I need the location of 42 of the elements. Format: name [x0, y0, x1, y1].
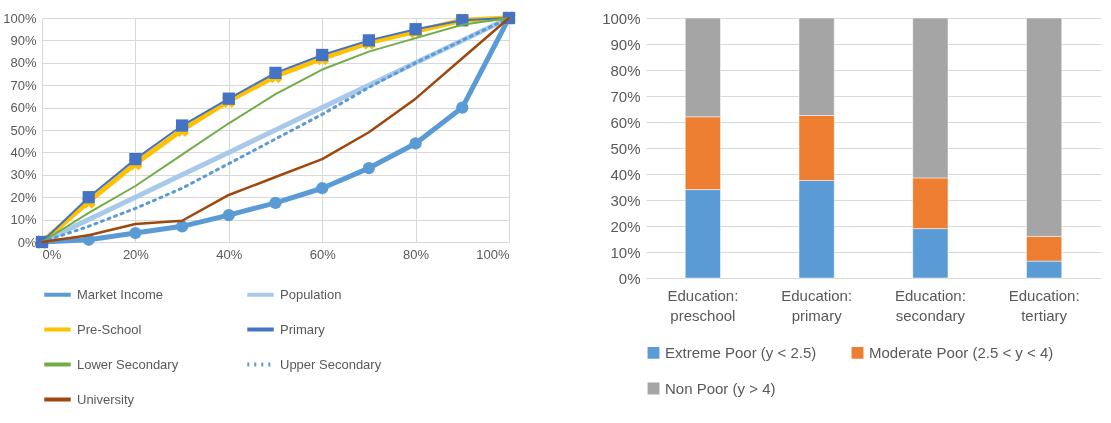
legend-label: Lower Secondary	[77, 356, 179, 372]
legend-label: Market Income	[77, 286, 163, 302]
y-tick-label: 10%	[10, 212, 37, 228]
x-tick-label: Education: primary	[781, 286, 853, 324]
y-tick-label: 0%	[17, 234, 37, 250]
x-tick-label: 0%	[42, 246, 62, 262]
x-tick-label: 100%	[476, 246, 510, 262]
x-tick-label: Education: tertiary	[1008, 286, 1080, 324]
y-tick-label: 30%	[10, 167, 37, 183]
y-tick-label: 20%	[610, 217, 641, 235]
y-tick-label: 50%	[610, 139, 641, 157]
y-tick-label: 0%	[618, 269, 641, 287]
x-tick-label: 20%	[122, 246, 150, 262]
y-tick-label: 100%	[3, 10, 37, 26]
y-tick-label: 20%	[10, 189, 37, 205]
legend-label: Pre-School	[77, 321, 142, 337]
legend-label: Population	[280, 286, 342, 302]
y-tick-label: 80%	[10, 55, 37, 71]
x-tick-label: 80%	[403, 246, 430, 262]
y-tick-label: 100%	[602, 9, 641, 27]
y-tick-label: 80%	[610, 61, 641, 79]
legend-label: Extreme Poor (y < 2.5)	[665, 343, 817, 361]
legend-label: Primary	[280, 321, 326, 337]
y-tick-label: 60%	[610, 113, 641, 131]
x-tick-label: Education: preschool	[667, 286, 739, 324]
legend-label: Moderate Poor (2.5 < y < 4)	[869, 343, 1054, 361]
y-tick-label: 90%	[610, 35, 641, 53]
x-tick-label: 60%	[309, 246, 337, 262]
y-tick-label: 70%	[10, 77, 37, 93]
x-tick-label: 40%	[216, 246, 243, 262]
y-tick-label: 50%	[10, 122, 37, 138]
legend-label: University	[77, 391, 135, 407]
legend-label: Non Poor (y > 4)	[665, 379, 776, 397]
y-tick-label: 40%	[10, 144, 37, 160]
x-tick-label: Education: secondary	[894, 286, 966, 324]
y-tick-label: 90%	[10, 32, 37, 48]
legend-label: Upper Secondary	[280, 356, 382, 372]
y-tick-label: 60%	[10, 100, 37, 116]
y-tick-label: 40%	[610, 165, 641, 183]
y-tick-label: 30%	[610, 191, 641, 209]
y-tick-label: 10%	[610, 243, 641, 261]
y-tick-label: 70%	[610, 87, 641, 105]
